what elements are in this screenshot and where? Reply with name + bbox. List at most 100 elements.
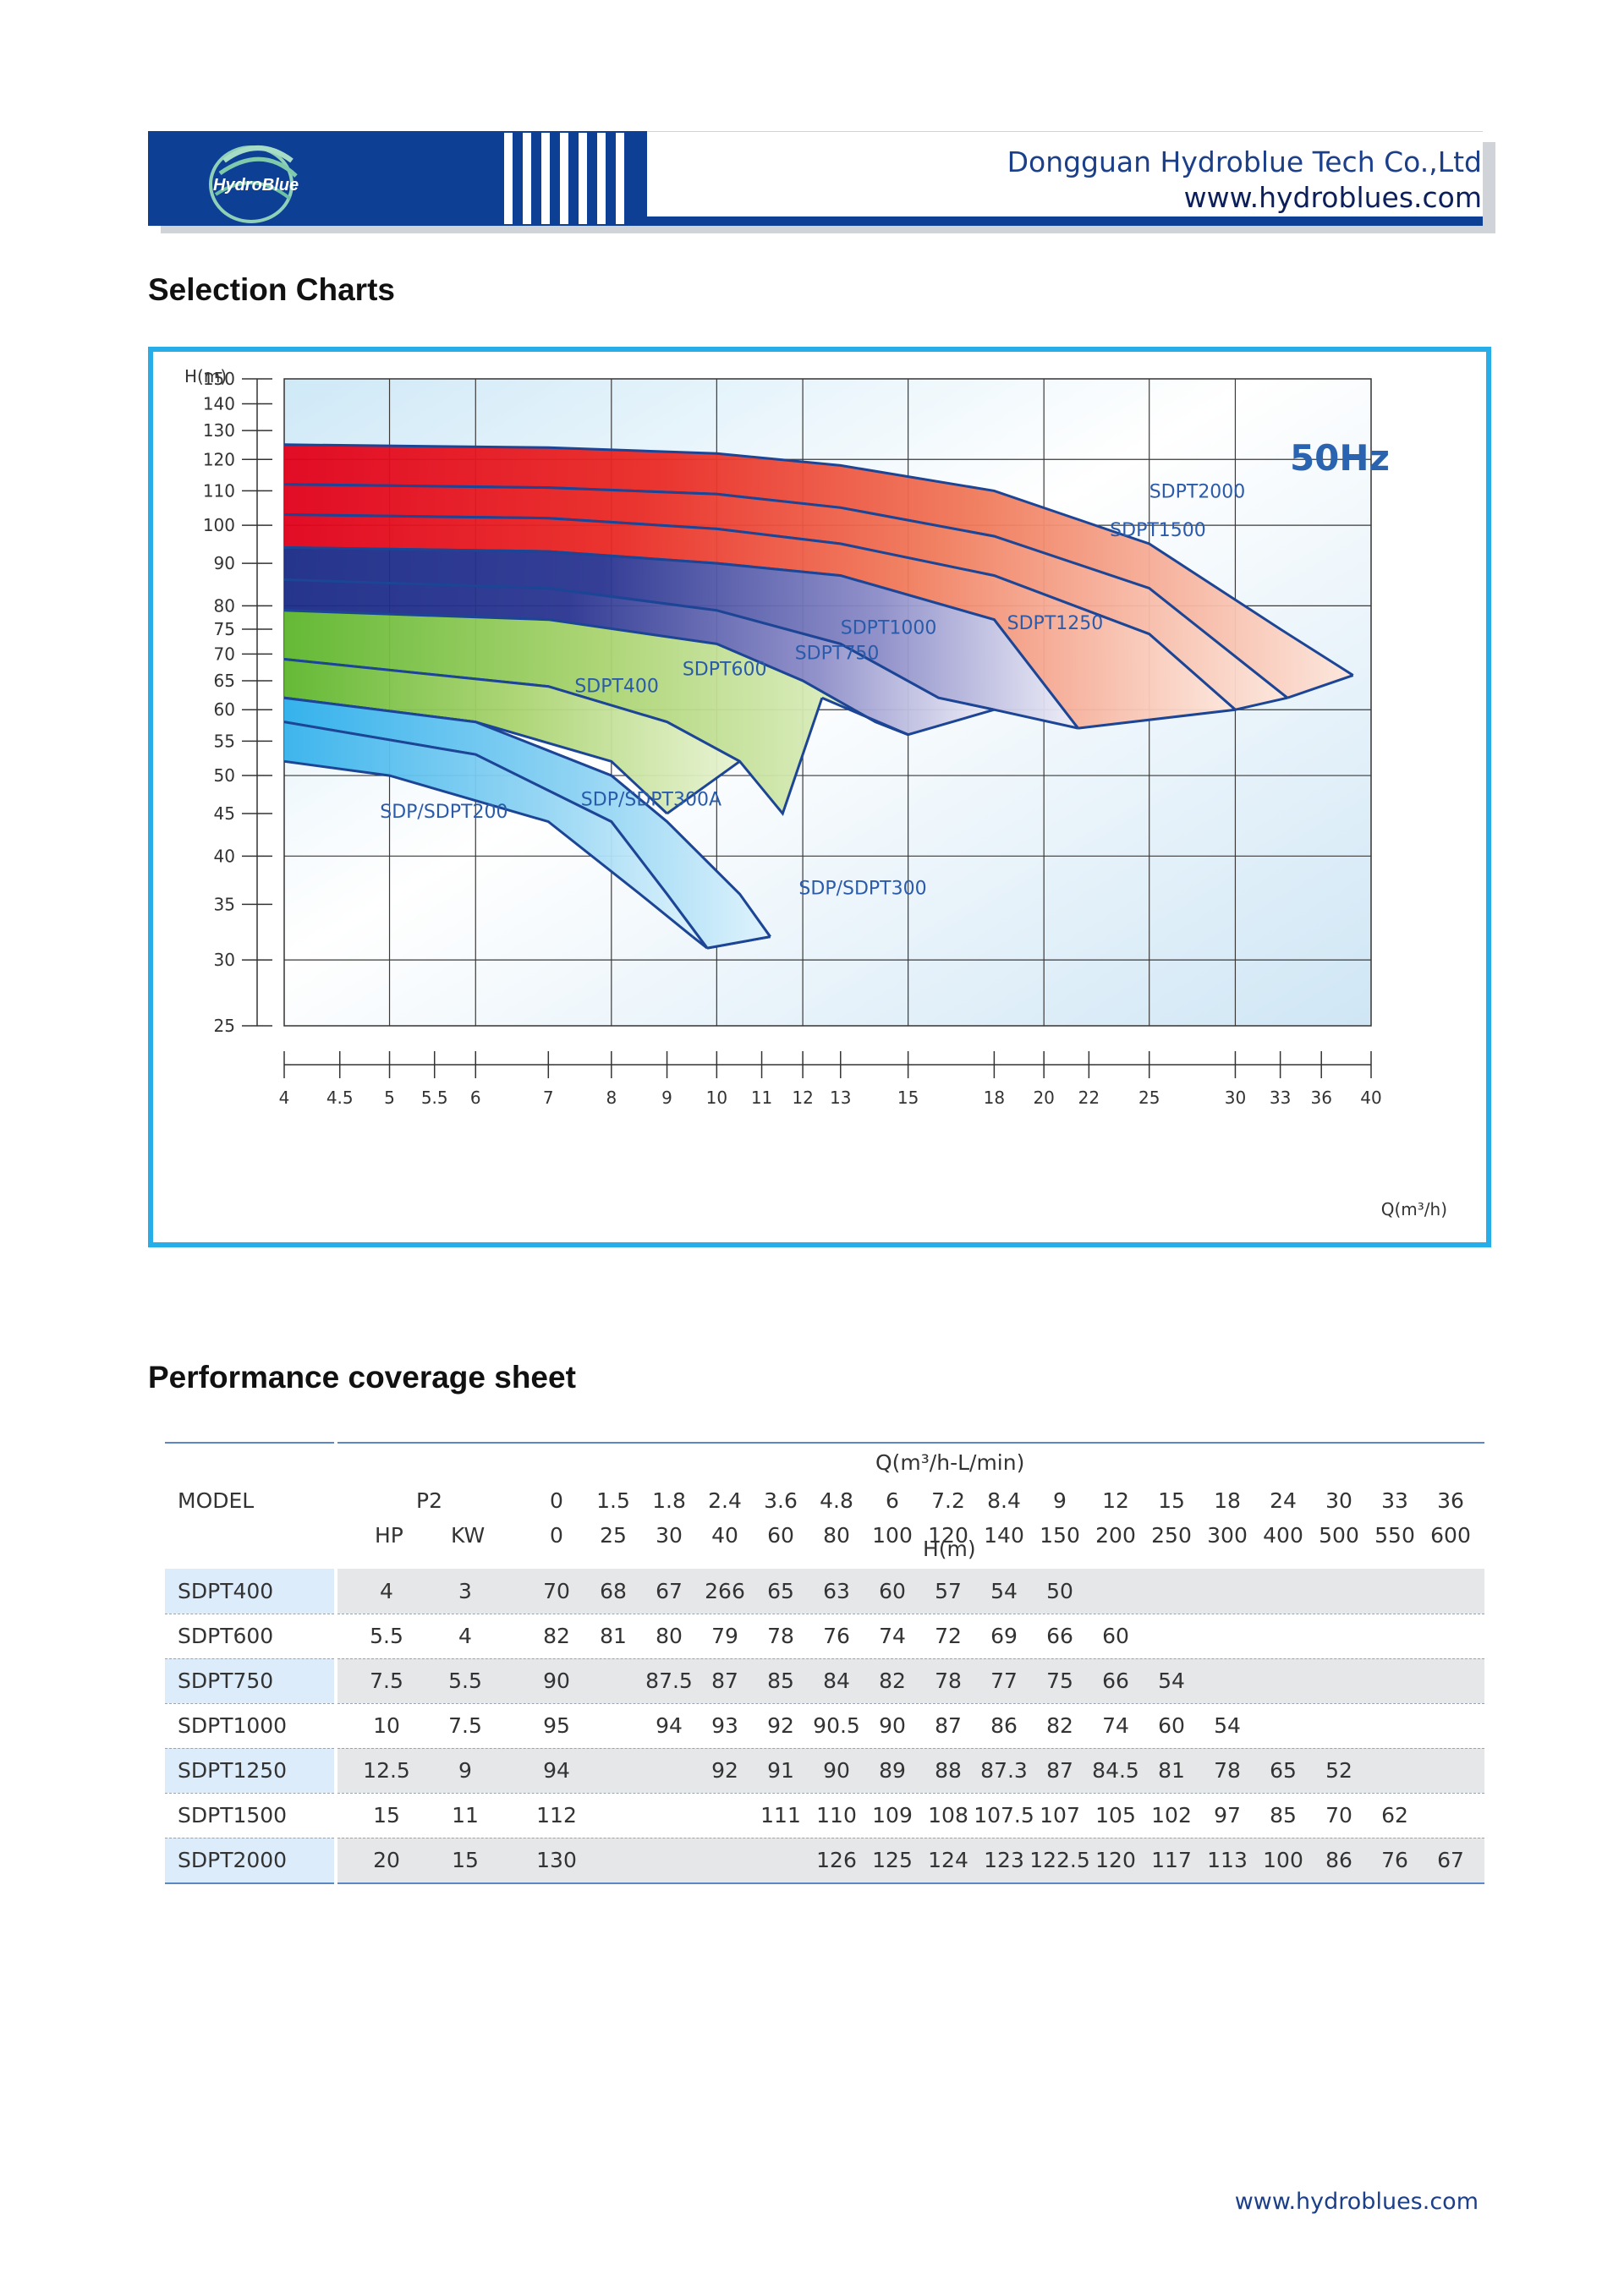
table-row-head-value: 90: [543, 1669, 570, 1693]
table-row-head-value: 86: [1325, 1848, 1352, 1872]
table-row-head-value: 90.5: [813, 1713, 860, 1738]
table-row-head-value: 97: [1214, 1803, 1241, 1827]
table-row-kw: 11: [452, 1803, 479, 1827]
table-row-head-value: 50: [1046, 1579, 1073, 1603]
table-row-head-value: 92: [767, 1713, 794, 1738]
table-row-head-value: 67: [656, 1579, 683, 1603]
series-band: [284, 514, 1236, 729]
y-tick-label: 75: [214, 619, 235, 639]
table-row-head-value: 82: [879, 1669, 906, 1693]
x-tick-label: 18: [984, 1088, 1005, 1108]
q-lmin-value: 140: [984, 1523, 1024, 1548]
footer-website-link[interactable]: www.hydroblues.com: [1234, 2189, 1479, 2215]
series-label: SDPT2000: [1149, 481, 1246, 502]
series-top-curve: [283, 721, 709, 950]
table-row-model: SDPT1000: [178, 1713, 288, 1738]
series-label: SDPT1500: [1110, 520, 1206, 541]
y-tick-label: 110: [203, 480, 235, 501]
q-m3h-value: 8.4: [987, 1488, 1021, 1513]
x-tick-label: 25: [1138, 1088, 1160, 1108]
series-end-cap: [706, 935, 771, 950]
q-m3h-value: 33: [1381, 1488, 1408, 1513]
table-row-divider: [165, 1748, 334, 1749]
table-row-kw: 5.5: [448, 1669, 482, 1693]
chart-areas: [283, 443, 1354, 950]
h-header: H(m): [923, 1537, 976, 1561]
q-lmin-value: 120: [928, 1523, 968, 1548]
table-row-kw: 3: [458, 1579, 472, 1603]
q-lmin-value: 40: [711, 1523, 738, 1548]
x-tick-label: 4: [279, 1088, 290, 1108]
y-tick-label: 40: [214, 846, 235, 866]
q-lmin-value: 60: [767, 1523, 794, 1548]
y-tick-label: 150: [203, 369, 235, 389]
table-row-head-value: 94: [543, 1758, 570, 1783]
table-bottom-rule: [165, 1882, 334, 1884]
table-row-band: [337, 1658, 1484, 1703]
table-row-head-value: 72: [935, 1624, 962, 1648]
table-row-head-value: 87: [1046, 1758, 1073, 1783]
model-cell-band: [165, 1838, 334, 1882]
series-top-curve: [283, 696, 771, 938]
table-row-head-value: 66: [1046, 1624, 1073, 1648]
series-top-curve: [283, 483, 1288, 699]
table-row-head-value: 130: [536, 1848, 577, 1872]
x-tick-label: 22: [1078, 1088, 1100, 1108]
table-row-head-value: 65: [767, 1579, 794, 1603]
x-tick-label: 15: [897, 1088, 919, 1108]
y-tick-label: 80: [214, 595, 235, 616]
x-tick-label: 11: [751, 1088, 772, 1108]
table-row-head-value: 126: [816, 1848, 857, 1872]
table-row-head-value: 125: [872, 1848, 913, 1872]
y-tick-label: 30: [214, 950, 235, 970]
model-cell-band: [165, 1569, 334, 1614]
series-end-cap: [821, 696, 909, 737]
q-m3h-value: 7.2: [931, 1488, 965, 1513]
table-row-kw: 7.5: [448, 1713, 482, 1738]
series-label: SDPT1000: [841, 618, 937, 639]
table-row-head-value: 107: [1040, 1803, 1080, 1827]
q-m3h-value: 9: [1053, 1488, 1067, 1513]
series-band: [284, 444, 1353, 699]
y-tick-label: 60: [214, 699, 235, 720]
x-axis-label: Q(m³/h): [1381, 1199, 1447, 1219]
series-end-cap: [1235, 696, 1288, 711]
table-row-hp: 7.5: [370, 1669, 403, 1693]
x-tick-label: 20: [1033, 1088, 1054, 1108]
table-row-head-value: 78: [767, 1624, 794, 1648]
hydroblue-logo-icon: [209, 145, 298, 223]
q-m3h-value: 15: [1158, 1488, 1185, 1513]
table-row-head-value: 112: [536, 1803, 577, 1827]
table-row-head-value: 76: [823, 1624, 850, 1648]
performance-sheet-title: Performance coverage sheet: [148, 1360, 576, 1395]
header-info-panel: [647, 131, 1483, 217]
table-row-head-value: 120: [1095, 1848, 1136, 1872]
table-row-head-value: 90: [823, 1758, 850, 1783]
company-name: Dongguan Hydroblue Tech Co.,Ltd: [1007, 145, 1482, 178]
table-row-head-value: 77: [990, 1669, 1018, 1693]
table-row-head-value: 105: [1095, 1803, 1136, 1827]
table-row-band: [337, 1838, 1484, 1882]
x-tick-label: 36: [1310, 1088, 1331, 1108]
table-row-head-value: 94: [656, 1713, 683, 1738]
q-m3h-value: 18: [1214, 1488, 1241, 1513]
y-tick-label: 90: [214, 553, 235, 573]
table-row-head-value: 54: [990, 1579, 1018, 1603]
table-row-head-value: 75: [1046, 1669, 1073, 1693]
table-row-hp: 15: [373, 1803, 400, 1827]
table-row-head-value: 91: [767, 1758, 794, 1783]
kw-header: KW: [451, 1523, 486, 1548]
model-cell-band: [165, 1658, 334, 1703]
table-row-head-value: 60: [879, 1579, 906, 1603]
table-row-head-value: 109: [872, 1803, 913, 1827]
chart-axes: 2530354045505560657075809010011012013014…: [203, 369, 1382, 1108]
q-lmin-value: 200: [1095, 1523, 1136, 1548]
q-m3h-value: 12: [1102, 1488, 1129, 1513]
series-end-cap: [666, 760, 741, 815]
table-row-head-value: 62: [1381, 1803, 1408, 1827]
table-row-divider: [165, 1703, 334, 1704]
q-lmin-value: 500: [1319, 1523, 1359, 1548]
q-lmin-value: 550: [1374, 1523, 1415, 1548]
header-website-link[interactable]: www.hydroblues.com: [1183, 181, 1482, 214]
table-row-head-value: 85: [767, 1669, 794, 1693]
